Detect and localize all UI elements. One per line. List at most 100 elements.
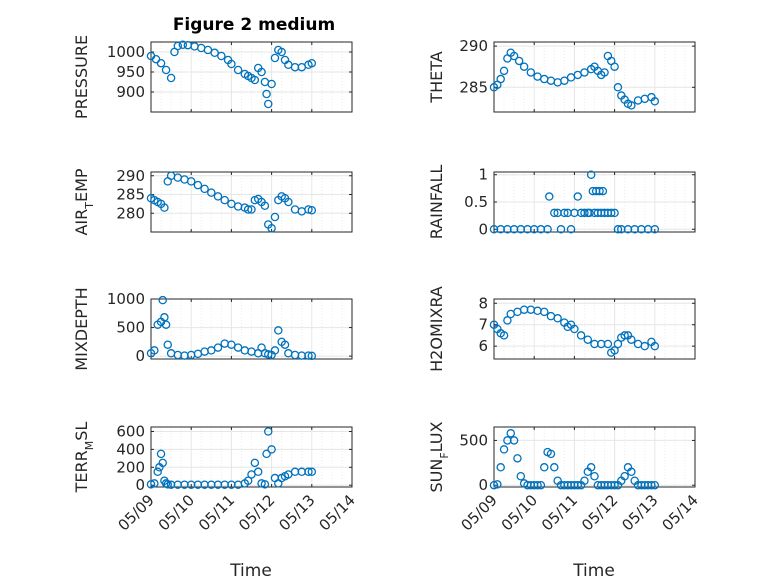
data-point <box>516 472 526 481</box>
data-point <box>595 186 604 196</box>
data-point <box>650 97 660 106</box>
y-tick-label: 0 <box>478 476 488 494</box>
data-points <box>146 295 317 361</box>
grid <box>493 299 696 359</box>
data-point <box>163 480 172 489</box>
data-point <box>514 56 524 66</box>
data-point <box>550 463 559 472</box>
data-point <box>545 192 554 201</box>
data-point <box>573 192 583 201</box>
x-tick-label: 05/09 <box>115 491 158 534</box>
data-point <box>526 68 536 77</box>
data-point <box>566 225 576 234</box>
data-point <box>243 476 253 485</box>
data-point <box>247 205 256 214</box>
subplot-7: 0200400600TERRMSL05/0905/1005/1105/1205/… <box>72 422 359 535</box>
data-point <box>536 480 546 490</box>
data-point <box>620 331 629 340</box>
x-tick-label: 05/11 <box>538 491 581 534</box>
data-point <box>647 480 656 490</box>
y-axis-label: AIRTEMP <box>72 168 96 235</box>
data-points <box>489 429 660 490</box>
y-axis-label-part: AIR <box>72 209 91 236</box>
y-tick-label: 200 <box>116 458 145 476</box>
x-axis-label-left: Time <box>229 561 272 581</box>
axes-box <box>150 426 353 488</box>
data-point <box>580 68 589 77</box>
y-axis-label-part: PRESSURE <box>72 35 91 119</box>
data-point <box>220 195 229 205</box>
data-point <box>556 225 566 234</box>
data-point <box>499 66 509 76</box>
data-point <box>583 335 593 344</box>
y-tick-label: 950 <box>116 63 145 81</box>
y-axis-label: RAINFALL <box>427 165 446 240</box>
data-points <box>489 48 660 110</box>
data-point <box>570 324 579 334</box>
data-point <box>533 306 542 316</box>
data-point <box>267 79 276 89</box>
data-point <box>553 314 562 323</box>
data-point <box>213 343 223 352</box>
x-axis-label-right: Time <box>572 561 615 581</box>
data-point <box>627 101 636 110</box>
data-point <box>250 458 260 468</box>
data-point <box>166 73 176 83</box>
y-axis-label: SUNFLUX <box>427 421 451 492</box>
data-point <box>257 479 266 488</box>
data-point <box>496 74 505 84</box>
data-point <box>253 467 263 477</box>
data-point <box>173 41 183 51</box>
data-point <box>533 480 542 490</box>
data-point <box>262 89 271 99</box>
data-point <box>613 83 623 92</box>
y-axis-label: MIXDEPTH <box>72 287 91 370</box>
data-point <box>178 40 188 50</box>
data-point <box>210 48 219 58</box>
y-axis-label: TERRMSL <box>72 422 96 494</box>
data-point <box>499 445 509 454</box>
data-point <box>603 339 613 349</box>
data-point <box>150 479 159 488</box>
data-point <box>650 225 660 234</box>
y-tick-label: 0 <box>478 220 488 238</box>
y-tick-label: 500 <box>459 431 488 449</box>
data-points <box>489 170 660 234</box>
y-tick-label: 0 <box>135 476 145 494</box>
data-point <box>156 449 166 459</box>
data-point <box>247 347 256 356</box>
data-point <box>627 467 636 477</box>
data-points <box>146 171 317 233</box>
data-point <box>607 208 616 218</box>
figure-title: Figure 2 medium <box>173 15 335 35</box>
data-point <box>213 192 223 201</box>
data-point <box>207 188 216 197</box>
data-point <box>489 480 499 490</box>
data-point <box>546 76 556 85</box>
data-point <box>270 212 280 222</box>
subplot-1: 900 950 1000 PRESSURE <box>72 35 353 119</box>
data-point <box>233 65 243 75</box>
data-point <box>257 67 266 77</box>
data-point <box>627 335 636 344</box>
data-point <box>193 180 203 190</box>
y-tick-label: 1000 <box>107 290 145 308</box>
data-point <box>190 42 199 51</box>
data-points <box>146 40 317 109</box>
data-point <box>158 458 167 468</box>
data-point <box>560 208 569 218</box>
x-tick-label: 05/10 <box>498 491 541 534</box>
y-axis-label-part: MIXDEPTH <box>72 287 91 370</box>
y-axis-label-part: SL <box>72 422 91 441</box>
data-point <box>509 51 519 61</box>
data-point <box>573 480 583 490</box>
y-axis-label-part: F <box>438 452 451 458</box>
data-point <box>146 480 156 489</box>
data-point <box>200 347 209 356</box>
data-point <box>156 58 166 68</box>
data-point <box>509 436 519 445</box>
subplot-6: 6 7 8 H2OMIXRA <box>427 286 696 372</box>
data-point <box>260 480 270 489</box>
y-tick-label: 1000 <box>107 43 145 61</box>
